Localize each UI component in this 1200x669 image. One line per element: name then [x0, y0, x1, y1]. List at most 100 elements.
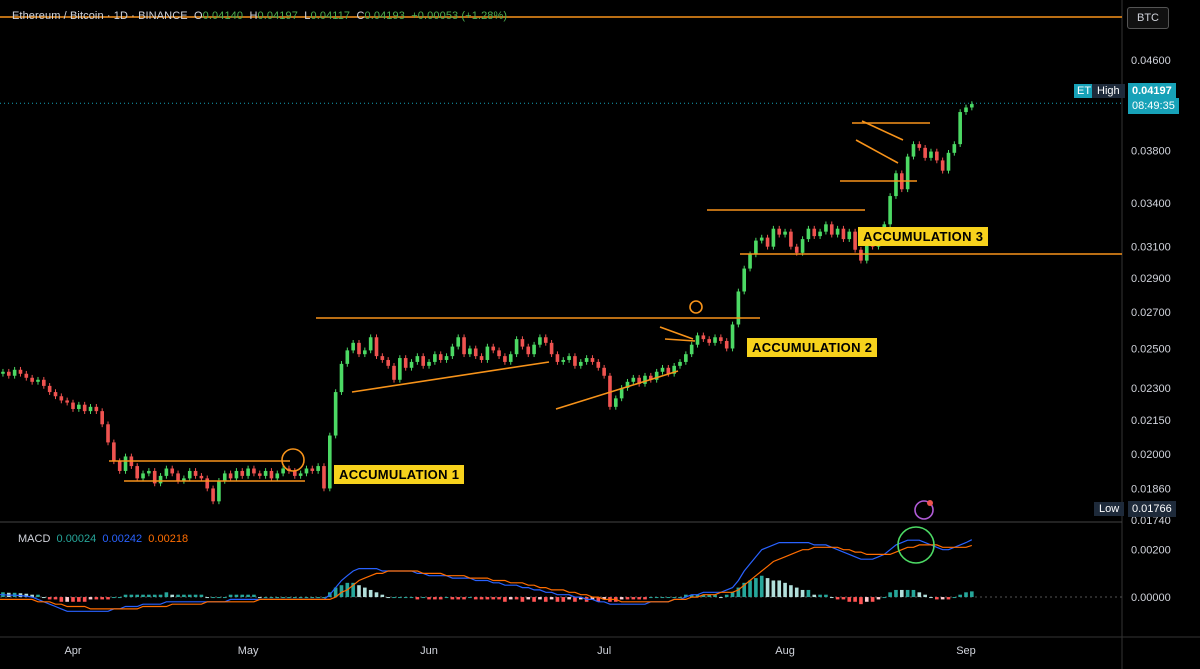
macd-histogram-bar	[339, 585, 344, 598]
macd-histogram-bar	[88, 597, 93, 600]
macd-histogram-bar	[182, 594, 186, 598]
candle-body	[824, 224, 828, 232]
macd-histogram-bar	[94, 597, 99, 600]
candle-body	[549, 342, 554, 355]
flag1-top-line	[659, 326, 694, 340]
macd-histogram-bar	[281, 597, 285, 599]
macd-histogram-bar	[363, 587, 367, 598]
time-tick-label: Sep	[956, 645, 976, 657]
candle-body	[421, 356, 426, 366]
macd-signal-line	[0, 544, 972, 610]
macd-histogram-bar	[929, 597, 933, 599]
macd-histogram-bar	[135, 594, 140, 598]
candle-body	[847, 231, 852, 240]
macd-histogram-bar	[567, 597, 571, 600]
candle-body	[438, 354, 443, 360]
macd-histogram-bar	[578, 597, 583, 600]
alert-icon[interactable]	[914, 500, 934, 520]
macd-histogram-bar	[100, 597, 104, 600]
accumulation-2-label: ACCUMULATION 2	[747, 338, 878, 357]
macd-histogram-bar	[549, 597, 554, 600]
symbol-title: Ethereum / Bitcoin · 1D · BINANCE	[12, 10, 188, 22]
macd-histogram-bar	[222, 597, 227, 599]
macd-histogram-bar	[269, 597, 274, 599]
candle-body	[36, 379, 40, 382]
macd-histogram-bar	[882, 597, 887, 599]
currency-button[interactable]: BTC	[1127, 7, 1169, 29]
price-tick-label: 0.02900	[1131, 273, 1171, 285]
macd-tick-label: 0.00200	[1131, 545, 1171, 557]
candle-body	[561, 359, 566, 362]
candle-body	[864, 243, 869, 261]
candle-body	[12, 369, 17, 376]
macd-histogram-bar	[187, 594, 192, 598]
macd-histogram-bar	[719, 597, 723, 599]
candle-body	[684, 354, 688, 362]
macd-histogram-bar	[252, 594, 256, 598]
candle-body	[456, 337, 461, 347]
time-tick-label: May	[238, 645, 259, 657]
candle-body	[748, 254, 752, 269]
candle-body	[468, 348, 472, 355]
last-price-badge: 0.04197	[1128, 83, 1176, 99]
candle-body	[246, 468, 250, 476]
candle-body	[777, 228, 782, 235]
candle-body	[765, 237, 770, 247]
candle-body	[567, 356, 571, 360]
macd-histogram-bar	[473, 597, 478, 600]
macd-histogram-bar	[806, 589, 811, 598]
macd-histogram-bar	[660, 597, 665, 599]
candle-body	[135, 466, 140, 479]
macd-histogram-bar	[438, 597, 443, 600]
price-tick-label: 0.03800	[1131, 145, 1171, 157]
macd-histogram-bar	[829, 597, 834, 599]
candle-body	[526, 346, 531, 355]
candle-body	[829, 224, 834, 235]
macd-histogram-bar	[374, 592, 379, 598]
macd-histogram-bar	[789, 585, 793, 598]
price-tick-label: 0.02700	[1131, 307, 1171, 319]
macd-histogram-bar	[964, 592, 968, 598]
time-tick-label: Jun	[420, 645, 438, 657]
macd-histogram-bar	[958, 594, 962, 598]
candle-body	[613, 398, 618, 407]
macd-histogram-bar	[106, 597, 110, 600]
macd-histogram-bar	[246, 594, 250, 598]
macd-title: MACD	[18, 533, 51, 545]
macd-histogram-bar	[193, 594, 198, 598]
macd-histogram-bar	[894, 589, 898, 598]
candle-body	[666, 367, 671, 374]
macd-histogram-bar	[946, 597, 951, 600]
macd-histogram-bar	[643, 597, 647, 600]
candle-body	[719, 337, 723, 341]
macd-histogram-bar	[368, 589, 373, 598]
candle-body	[835, 228, 840, 235]
macd-histogram-bar	[444, 597, 449, 599]
candle-body	[363, 350, 367, 355]
candle-body	[6, 371, 11, 376]
candle-body	[252, 468, 256, 474]
chart-header: Ethereum / Bitcoin · 1D · BINANCE O0.041…	[12, 10, 507, 22]
macd-histogram-bar	[415, 597, 420, 600]
candle-body	[958, 112, 962, 145]
macd-histogram-bar	[450, 597, 455, 600]
candle-body	[257, 473, 262, 476]
candle-body	[380, 356, 385, 360]
macd-histogram-bar	[456, 597, 461, 600]
macd-histogram-bar	[257, 597, 262, 599]
candle-body	[853, 231, 857, 250]
macd-histogram-bar	[824, 594, 828, 598]
acc2-support-line	[351, 361, 550, 393]
macd-histogram-bar	[888, 592, 892, 598]
candle-body	[158, 475, 163, 484]
candle-body	[351, 342, 355, 351]
candle-body	[631, 377, 636, 382]
candle-body	[695, 335, 700, 345]
macd-histogram-bar	[24, 593, 29, 598]
macd-histogram-bar	[485, 597, 490, 600]
macd-histogram-bar	[783, 582, 787, 598]
high-label: H	[249, 10, 258, 22]
candle-body	[894, 173, 898, 197]
